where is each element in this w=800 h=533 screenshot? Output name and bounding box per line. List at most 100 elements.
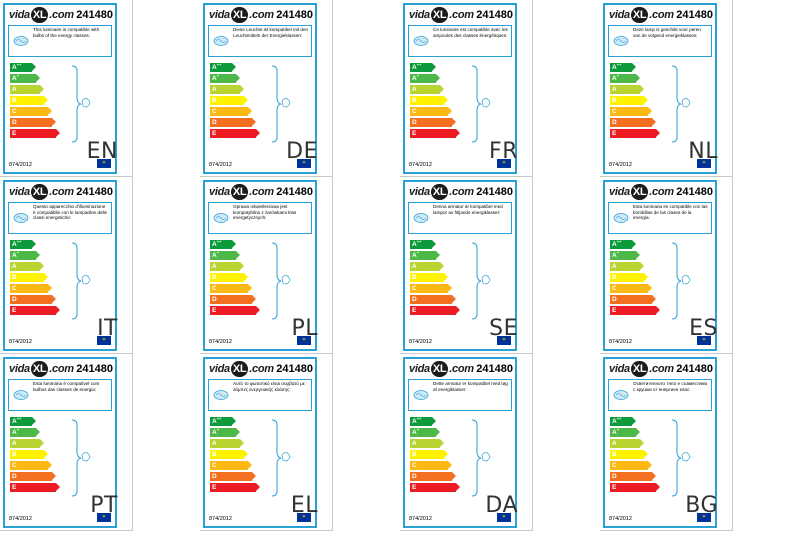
compatibility-bracket-icon (271, 419, 291, 497)
label-cell-es: vida XL .com 241480 Esta luminaria es compat… (600, 177, 733, 354)
energy-class-bar: C (410, 461, 452, 470)
energy-class-bar: B (210, 450, 248, 459)
language-code: SE (489, 316, 518, 341)
energy-class-scale: A++ A+ A B C D E (610, 417, 670, 501)
energy-label: vida XL .com 241480 Denna armatur är kompati… (403, 180, 517, 351)
regulation-number: 874/2012 (209, 339, 232, 345)
energy-class-bar: C (210, 284, 252, 293)
energy-class-scale: A++ A+ A B C D E (210, 63, 270, 147)
energy-class-bar: A+ (610, 74, 640, 83)
energy-class-bar: C (410, 107, 452, 116)
energy-class-bar: B (410, 450, 448, 459)
bulb-icon (13, 36, 29, 46)
bulb-icon (13, 213, 29, 223)
energy-class-bar: D (410, 118, 456, 127)
energy-class-bar: E (410, 129, 460, 138)
product-number: 241480 (76, 9, 113, 21)
energy-class-bar: A+ (410, 74, 440, 83)
compatibility-info-box: Esta luminaria es compatible con las bom… (608, 202, 712, 234)
energy-class-bar: A (610, 262, 644, 271)
compatibility-text: Αυτό το φωτιστικό είναι συμβατό με λάμπε… (233, 381, 305, 392)
energy-class-bar: C (210, 107, 252, 116)
language-code: NL (688, 139, 718, 164)
energy-class-bar: E (10, 483, 60, 492)
bulb-icon (413, 36, 429, 46)
eu-flag-icon: ✶ (697, 336, 711, 345)
energy-class-bar: B (10, 96, 48, 105)
energy-class-bar: B (10, 450, 48, 459)
label-header: vida XL .com 241480 (609, 7, 713, 23)
energy-class-bar: E (410, 306, 460, 315)
compatibility-text: Esta luminária é compatível com bulbos d… (33, 381, 100, 392)
energy-label: vida XL .com 241480 Diese Leuchte ist kompat… (203, 3, 317, 174)
label-header: vida XL .com 241480 (9, 184, 113, 200)
language-code: FR (489, 139, 518, 164)
label-header: vida XL .com 241480 (409, 7, 513, 23)
compatibility-bracket-icon (471, 242, 491, 320)
brand-logo: vida XL .com (609, 184, 674, 200)
energy-class-bar: B (10, 273, 48, 282)
label-header: vida XL .com 241480 (609, 184, 713, 200)
bulb-icon (413, 390, 429, 400)
regulation-number: 874/2012 (609, 162, 632, 168)
product-number: 241480 (76, 363, 113, 375)
energy-class-bar: B (610, 450, 648, 459)
energy-class-bar: A+ (210, 428, 240, 437)
regulation-number: 874/2012 (9, 516, 32, 522)
energy-class-scale: A++ A+ A B C D E (210, 240, 270, 324)
energy-class-bar: A++ (410, 417, 436, 426)
label-cell-se: vida XL .com 241480 Denna armatur är kompati… (400, 177, 533, 354)
product-number: 241480 (476, 186, 513, 198)
energy-class-scale: A++ A+ A B C D E (210, 417, 270, 501)
regulation-number: 874/2012 (409, 516, 432, 522)
compatibility-bracket-icon (271, 65, 291, 143)
energy-class-bar: E (210, 306, 260, 315)
energy-class-bar: A++ (10, 63, 36, 72)
energy-class-bar: D (210, 118, 256, 127)
energy-class-bar: E (10, 129, 60, 138)
energy-class-bar: E (210, 129, 260, 138)
label-header: vida XL .com 241480 (9, 361, 113, 377)
compatibility-bracket-icon (71, 242, 91, 320)
product-number: 241480 (276, 186, 313, 198)
eu-flag-icon: ✶ (97, 513, 111, 522)
energy-class-bar: B (410, 96, 448, 105)
energy-class-bar: A (610, 85, 644, 94)
label-header: vida XL .com 241480 (409, 361, 513, 377)
language-code: DA (485, 493, 518, 518)
language-code: IT (97, 316, 118, 341)
compatibility-bracket-icon (471, 419, 491, 497)
energy-class-bar: A+ (610, 428, 640, 437)
energy-class-bar: A (610, 439, 644, 448)
compatibility-bracket-icon (671, 419, 691, 497)
energy-class-bar: D (410, 472, 456, 481)
regulation-number: 874/2012 (409, 339, 432, 345)
label-cell-it: vida XL .com 241480 Questo apparecchio d'ill… (0, 177, 133, 354)
energy-class-bar: B (410, 273, 448, 282)
compatibility-text: This luminaire is compatible with bulbs … (33, 27, 100, 38)
bulb-icon (213, 213, 229, 223)
eu-flag-icon: ✶ (97, 159, 111, 168)
brand-logo: vida XL .com (209, 361, 274, 377)
product-number: 241480 (276, 363, 313, 375)
energy-class-bar: A (410, 85, 444, 94)
energy-class-bar: D (210, 472, 256, 481)
energy-class-bar: E (10, 306, 60, 315)
eu-flag-icon: ✶ (497, 336, 511, 345)
energy-class-bar: E (210, 483, 260, 492)
energy-class-bar: C (610, 461, 652, 470)
energy-class-bar: B (210, 96, 248, 105)
energy-class-bar: E (410, 483, 460, 492)
energy-label: vida XL .com 241480 Esta luminaria es compat… (603, 180, 717, 351)
eu-flag-icon: ✶ (697, 513, 711, 522)
product-number: 241480 (476, 9, 513, 21)
compatibility-info-box: Questo apparecchio d'illuminazione è com… (8, 202, 112, 234)
compatibility-info-box: Осветителното тяло е съвместимо с крушки… (608, 379, 712, 411)
compatibility-bracket-icon (671, 65, 691, 143)
energy-class-scale: A++ A+ A B C D E (610, 240, 670, 324)
language-code: PT (90, 493, 118, 518)
energy-class-bar: D (10, 295, 56, 304)
energy-class-bar: A++ (410, 240, 436, 249)
product-number: 241480 (276, 9, 313, 21)
eu-flag-icon: ✶ (497, 159, 511, 168)
